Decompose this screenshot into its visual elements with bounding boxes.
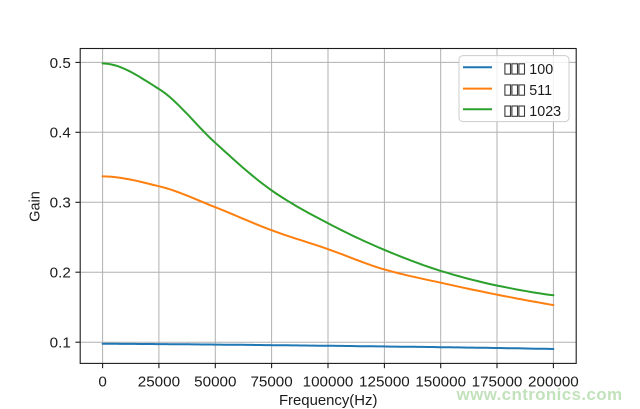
svg-text:0.1: 0.1 (50, 335, 71, 352)
svg-text:75000: 75000 (250, 374, 292, 391)
svg-text:0.5: 0.5 (50, 55, 71, 72)
svg-text:25000: 25000 (138, 374, 180, 391)
svg-text:www.cntronics.com: www.cntronics.com (456, 385, 623, 404)
svg-text:125000: 125000 (359, 374, 410, 391)
svg-text:1023: 1023 (529, 104, 561, 120)
svg-text:0.2: 0.2 (50, 265, 71, 282)
svg-text:175000: 175000 (472, 374, 523, 391)
svg-text:0.3: 0.3 (50, 195, 71, 212)
svg-text:50000: 50000 (194, 374, 236, 391)
svg-text:511: 511 (529, 83, 552, 99)
svg-text:Gain: Gain (27, 191, 43, 222)
svg-text:100000: 100000 (303, 374, 354, 391)
svg-text:150000: 150000 (415, 374, 466, 391)
svg-text:200000: 200000 (528, 374, 579, 391)
svg-text:0: 0 (98, 374, 106, 391)
svg-text:100: 100 (529, 62, 553, 78)
svg-text:Frequency(Hz): Frequency(Hz) (279, 393, 378, 409)
svg-text:0.4: 0.4 (50, 125, 71, 142)
